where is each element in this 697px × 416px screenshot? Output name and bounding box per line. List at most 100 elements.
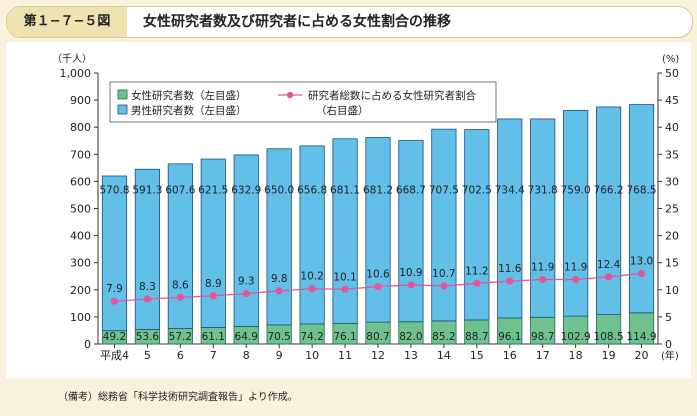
ratio-point	[275, 287, 283, 295]
ratio-point	[604, 273, 613, 281]
x-tick-label: 14	[437, 349, 451, 362]
y-left-tick-label: 1,000	[60, 67, 92, 80]
ratio-label: 8.9	[205, 278, 222, 290]
bar-male	[596, 106, 622, 315]
data-label-male: 731.8	[528, 185, 558, 197]
y-left-tick-label: 400	[70, 230, 91, 243]
data-label-female: 80.7	[366, 331, 389, 343]
bar-male	[266, 148, 292, 326]
y-right-tick-label: 35	[665, 148, 679, 161]
x-tick-label: 9	[276, 349, 283, 362]
figure-title-bar: 第１−７−５図 女性研究者数及び研究者に占める女性割合の推移	[6, 6, 693, 38]
y-left-unit: （千人）	[52, 53, 92, 65]
data-label-female: 85.2	[432, 331, 455, 343]
x-tick-label: 6	[177, 349, 184, 362]
data-label-male: 607.6	[165, 185, 195, 197]
bar-male	[530, 118, 556, 318]
ratio-label: 8.3	[139, 281, 156, 293]
y-right-tick-label: 30	[665, 175, 679, 188]
bar-male	[134, 168, 160, 330]
data-label-male: 591.3	[132, 185, 162, 197]
x-tick-label: 15	[470, 349, 484, 362]
bar-male	[431, 128, 457, 322]
y-right-unit: (%)	[662, 54, 679, 65]
data-label-female: 88.7	[465, 331, 488, 343]
data-label-female: 64.9	[235, 331, 258, 343]
data-label-female: 49.2	[103, 331, 126, 343]
data-label-male: 734.4	[495, 185, 525, 197]
x-unit: (年)	[661, 349, 679, 362]
data-label-male: 650.0	[264, 185, 294, 197]
ratio-label: 12.4	[597, 259, 621, 271]
ratio-label: 10.1	[333, 271, 356, 283]
bar-female	[563, 315, 589, 345]
bar-male	[365, 137, 391, 323]
ratio-label: 9.8	[271, 273, 288, 285]
x-tick-label: 12	[371, 349, 385, 362]
legend-marker-ratio	[286, 91, 294, 99]
bar-male	[464, 129, 490, 321]
y-left-tick-label: 0	[84, 338, 91, 351]
x-tick-label: 16	[503, 349, 517, 362]
y-left-tick-label: 300	[70, 257, 91, 270]
bar-female	[596, 314, 622, 345]
y-right-tick-label: 40	[665, 121, 679, 134]
legend-box	[109, 81, 497, 123]
ratio-label: 10.6	[366, 269, 390, 281]
y-left-tick-label: 100	[70, 311, 91, 324]
ratio-point	[143, 295, 152, 303]
legend-label-ratio: 研究者総数に占める女性研究者割合	[308, 89, 476, 102]
y-left-tick-label: 700	[70, 148, 91, 161]
data-label-male: 656.8	[297, 185, 327, 197]
data-label-male: 621.5	[198, 185, 228, 197]
legend-swatch-female	[117, 89, 128, 100]
ratio-point	[407, 281, 415, 289]
x-tick-label: 18	[569, 349, 583, 362]
ratio-point	[506, 277, 514, 285]
x-tick-label: 7	[210, 349, 217, 362]
data-label-female: 70.5	[267, 331, 290, 343]
ratio-point	[242, 289, 250, 298]
figure-number: 第１−７−５図	[7, 7, 127, 37]
y-right-tick-label: 45	[665, 94, 679, 107]
y-right-tick-label: 5	[665, 311, 672, 324]
ratio-point	[176, 293, 184, 301]
data-label-male: 681.1	[330, 185, 360, 197]
data-label-female: 76.1	[333, 331, 356, 343]
bar-line-chart: （千人） (%) 0 0 100 5 200 10 300 15 400 20 500 25 600 30 70…	[52, 53, 679, 362]
y-right-tick-label: 20	[665, 230, 679, 243]
ratio-point	[209, 292, 217, 300]
data-label-male: 759.0	[561, 185, 591, 197]
x-tick-label: 8	[243, 349, 250, 362]
bar-male	[233, 154, 259, 327]
y-left-tick-label: 800	[70, 121, 91, 134]
ratio-label: 7.9	[106, 283, 123, 295]
x-tick-label: 17	[536, 349, 550, 362]
ratio-point	[637, 269, 646, 278]
legend-swatch-male	[117, 104, 128, 115]
data-label-female: 53.6	[136, 331, 160, 343]
data-label-female: 82.0	[399, 331, 422, 343]
ratio-point	[473, 279, 481, 287]
ratio-label: 11.6	[498, 263, 522, 275]
data-label-male: 766.2	[594, 185, 624, 197]
bar-male	[563, 110, 589, 317]
y-right-tick-label: 15	[665, 257, 679, 270]
ratio-label: 9.3	[238, 276, 255, 288]
y-left-tick-label: 600	[70, 175, 91, 188]
bar-male	[299, 145, 325, 325]
bar-female	[628, 312, 655, 345]
bar-female	[497, 317, 523, 345]
ratio-point	[341, 285, 349, 293]
bar-male	[628, 104, 655, 314]
data-label-female: 96.1	[498, 331, 521, 343]
bar-male	[200, 158, 226, 328]
x-tick-label: 20	[635, 349, 649, 362]
ratio-point	[308, 285, 316, 293]
ratio-label: 11.9	[564, 262, 587, 274]
bar-female	[464, 319, 490, 345]
figure-title: 女性研究者数及び研究者に占める女性割合の推移	[143, 14, 451, 30]
data-label-female: 74.2	[300, 331, 323, 343]
legend-label-ratio-axis: （右目盛）	[316, 104, 369, 117]
bar-male	[332, 138, 358, 324]
